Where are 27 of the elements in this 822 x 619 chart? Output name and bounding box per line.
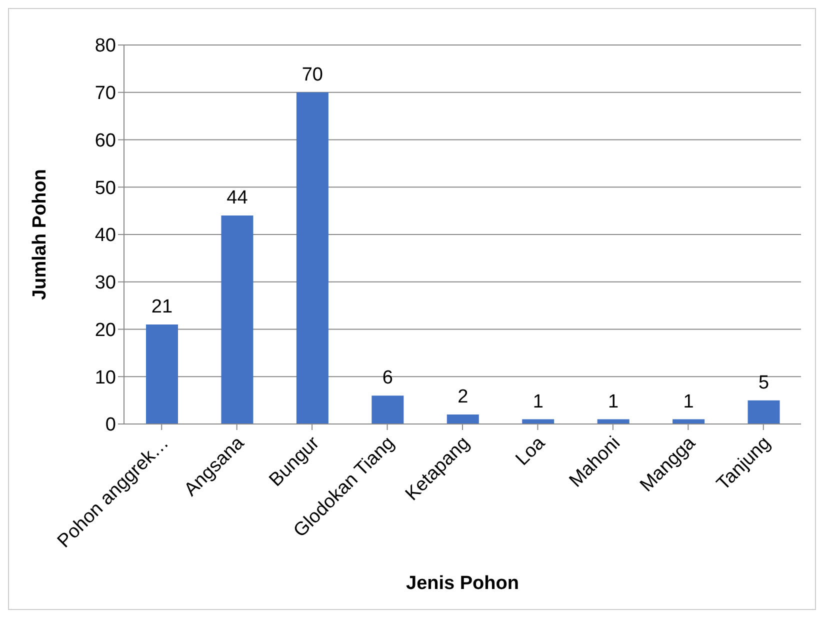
y-axis-title: Jumlah Pohon [30,169,51,300]
x-tick-label: Loa [512,432,550,470]
y-tick-label: 40 [94,225,116,246]
data-label: 70 [302,64,324,86]
data-label: 1 [683,391,694,412]
bar [221,216,254,424]
y-tick-label: 80 [94,36,116,57]
bar [372,396,404,424]
bar [296,92,328,424]
y-tick-label: 60 [94,130,116,152]
x-axis-title: Jenis Pohon [406,573,519,594]
y-tick-label: 30 [94,272,116,294]
bar [446,414,479,424]
data-label: 1 [608,391,619,412]
bar [146,324,178,424]
data-label: 1 [532,391,544,412]
data-label: 2 [458,386,468,408]
y-tick-label: 50 [94,178,116,199]
bar [748,400,780,424]
data-label: 21 [151,296,173,318]
y-tick-label: 70 [94,83,116,104]
y-tick-label: 20 [94,320,116,341]
data-label: 6 [382,368,393,389]
data-label: 44 [226,188,248,209]
y-tick-label: 10 [94,367,116,388]
y-tick-label: 0 [105,414,116,436]
data-label: 5 [758,372,770,394]
